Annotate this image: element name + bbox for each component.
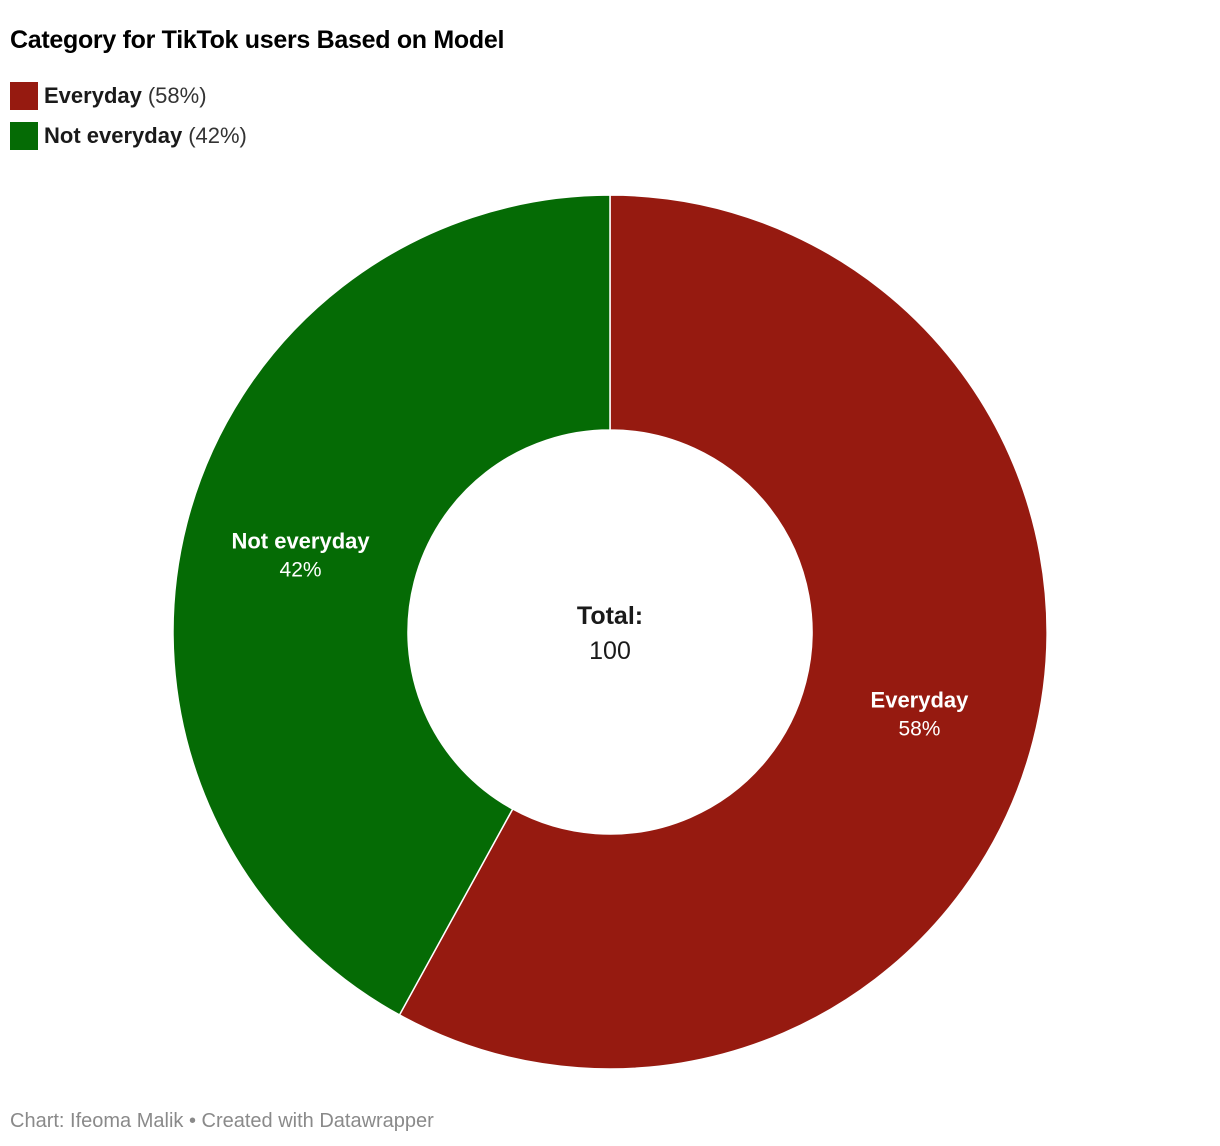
slice-label-everyday: Everyday: [871, 687, 970, 712]
slice-value-not-everyday: 42%: [280, 559, 322, 582]
legend-label-not-everyday: Not everyday: [44, 123, 183, 148]
slice-label-not-everyday: Not everyday: [231, 529, 370, 554]
center-total-value: 100: [589, 637, 631, 665]
donut-slice-not-everyday: [172, 194, 611, 1016]
chart-credit: Chart: Ifeoma Malik • Created with Dataw…: [10, 1110, 434, 1132]
center-total-label: Total:: [577, 602, 643, 630]
legend-value-everyday: (58%): [147, 83, 207, 108]
legend-swatch-not-everyday: [10, 122, 38, 150]
legend-value-not-everyday: (42%): [188, 123, 247, 148]
slice-value-everyday: 58%: [898, 717, 940, 740]
legend: Everyday (58%) Not everyday (42%): [10, 82, 247, 162]
donut-slice-everyday: [398, 194, 1048, 1070]
legend-item-not-everyday: Not everyday (42%): [10, 122, 247, 150]
chart-title: Category for TikTok users Based on Model: [10, 26, 505, 54]
legend-swatch-everyday: [10, 82, 38, 110]
legend-item-everyday: Everyday (58%): [10, 82, 247, 110]
legend-label-everyday: Everyday: [44, 83, 142, 108]
